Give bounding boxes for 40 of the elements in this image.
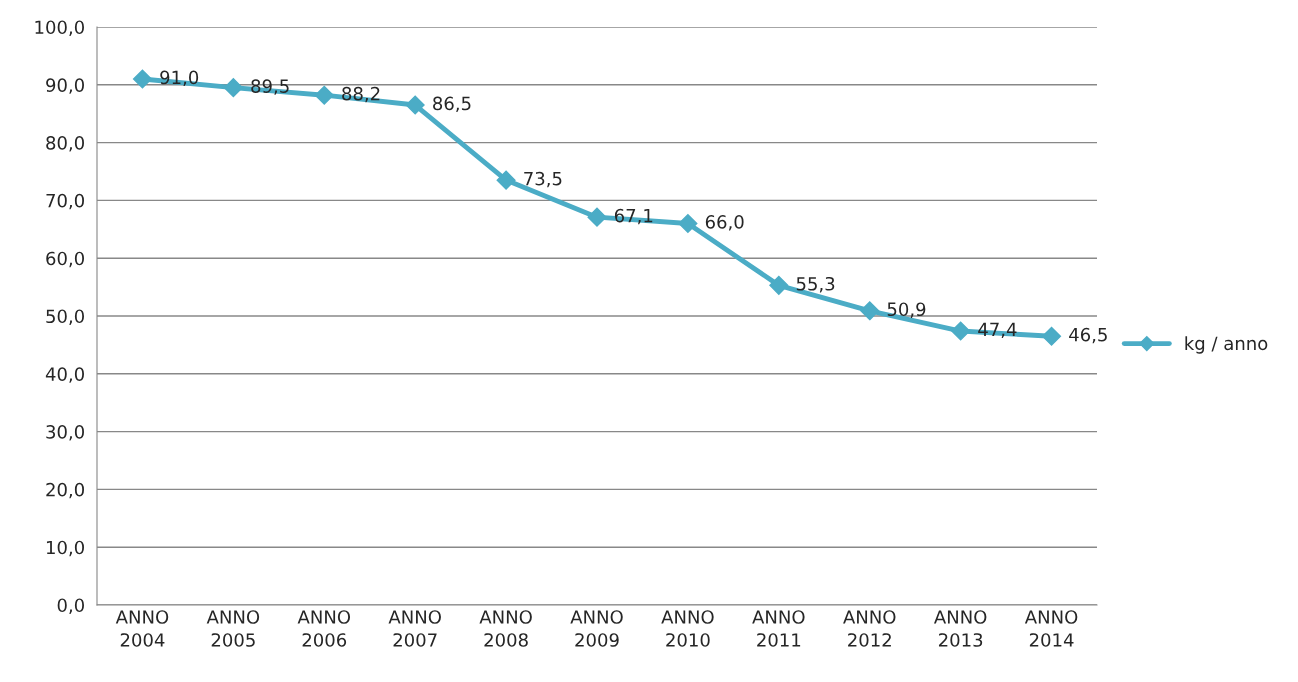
- y-tick-label: 90,0: [46, 78, 84, 94]
- legend-label: kg / anno: [1185, 336, 1268, 354]
- point: [860, 301, 880, 321]
- point: [405, 95, 425, 115]
- point: [769, 275, 789, 295]
- data-label: 46,5: [1069, 327, 1107, 344]
- y-tick-label: 70,0: [46, 193, 84, 210]
- point: [132, 69, 152, 89]
- x-tick-label: ANNO 2005: [206, 610, 260, 647]
- x-tick-label: ANNO 2006: [297, 610, 351, 647]
- y-tick-label: 10,0: [46, 540, 84, 557]
- x-tick-label: ANNO 2014: [1024, 610, 1078, 647]
- y-tick-label: 0,0: [57, 598, 84, 614]
- y-tick-label: 20,0: [46, 482, 84, 499]
- point: [951, 321, 971, 341]
- point: [587, 207, 607, 227]
- y-tick-label: 30,0: [46, 425, 84, 441]
- point: [314, 85, 334, 105]
- x-tick-label: ANNO 2009: [570, 610, 623, 647]
- point: [223, 78, 243, 98]
- x-tick-label: ANNO 2008: [479, 610, 532, 647]
- y-tick-label: 60,0: [46, 251, 84, 268]
- point: [496, 170, 516, 190]
- y-tick-label: 100,0: [35, 20, 84, 36]
- data-label: 55,3: [796, 276, 835, 293]
- data-label: 50,9: [887, 302, 926, 318]
- data-label: 86,5: [433, 96, 471, 113]
- x-tick-label: ANNO 2007: [388, 610, 441, 647]
- x-tick-label: ANNO 2012: [843, 610, 896, 647]
- y-tick-label: 80,0: [46, 136, 84, 152]
- data-label: 66,0: [705, 215, 744, 231]
- point: [1042, 326, 1062, 346]
- x-tick-label: ANNO 2013: [933, 610, 987, 647]
- y-tick-label: 50,0: [46, 309, 84, 325]
- point: [678, 213, 698, 234]
- x-tick-label: ANNO 2010: [661, 610, 714, 647]
- x-tick-label: ANNO 2011: [752, 610, 805, 647]
- y-tick-label: 40,0: [45, 367, 84, 383]
- x-tick-label: ANNO 2004: [115, 610, 169, 647]
- data-label: 73,5: [524, 171, 562, 188]
